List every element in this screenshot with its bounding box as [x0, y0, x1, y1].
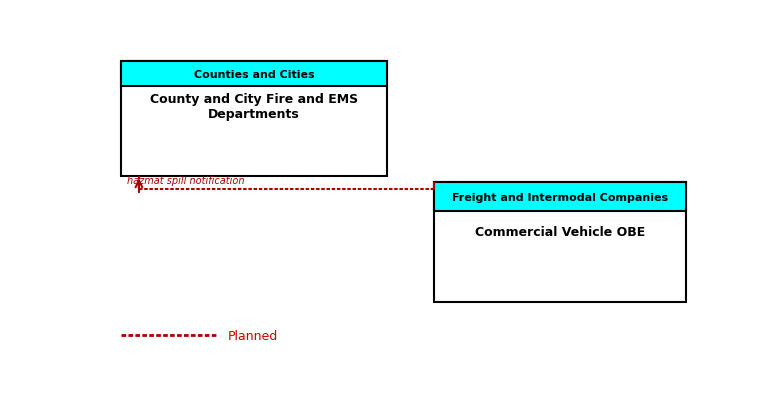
Text: Commercial Vehicle OBE: Commercial Vehicle OBE [475, 225, 645, 238]
Text: Counties and Cities: Counties and Cities [194, 70, 314, 79]
Bar [120, 62, 387, 177]
Bar [120, 62, 387, 87]
Text: hazmat spill notification: hazmat spill notification [127, 175, 244, 185]
Bar [434, 183, 686, 211]
Text: Freight and Intermodal Companies: Freight and Intermodal Companies [452, 192, 668, 202]
Bar [434, 183, 686, 303]
Text: Planned: Planned [228, 329, 278, 342]
Text: County and City Fire and EMS
Departments: County and City Fire and EMS Departments [150, 93, 358, 121]
